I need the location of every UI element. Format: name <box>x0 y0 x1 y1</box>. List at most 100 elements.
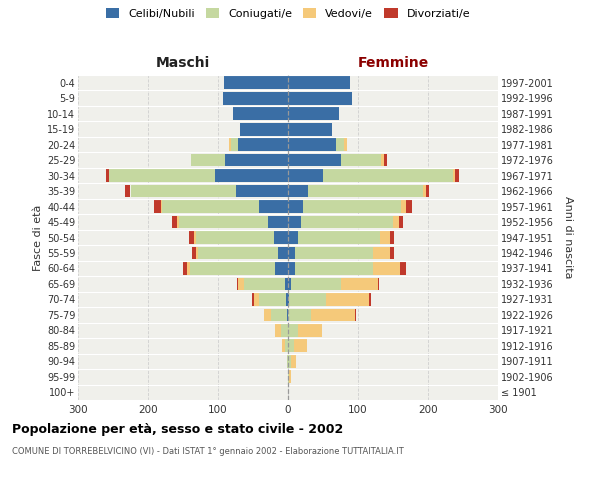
Bar <box>291 278 341 290</box>
Bar <box>341 154 381 166</box>
Bar <box>295 340 307 352</box>
Bar <box>288 340 295 352</box>
Bar <box>238 138 288 151</box>
Bar <box>225 154 288 166</box>
Bar <box>288 92 352 104</box>
Bar <box>172 216 178 228</box>
Bar <box>400 216 403 228</box>
Bar <box>190 262 275 275</box>
Bar <box>259 293 286 306</box>
Bar <box>369 293 371 306</box>
Bar <box>233 108 288 120</box>
Bar <box>335 138 344 151</box>
Bar <box>326 293 369 306</box>
Bar <box>196 246 198 260</box>
Bar <box>224 76 288 89</box>
Bar <box>298 324 322 336</box>
Bar <box>162 200 259 213</box>
Bar <box>178 216 179 228</box>
Bar <box>161 200 162 213</box>
Bar <box>288 184 308 198</box>
Bar <box>308 184 423 198</box>
Bar <box>401 200 406 213</box>
Bar <box>288 154 341 166</box>
Bar <box>288 216 301 228</box>
Bar <box>244 278 284 290</box>
Bar <box>288 169 323 182</box>
Bar <box>275 324 281 336</box>
Bar <box>341 278 377 290</box>
Bar <box>288 262 295 275</box>
Bar <box>154 200 161 213</box>
Bar <box>271 308 287 321</box>
Bar <box>283 340 284 352</box>
Y-axis label: Fasce di età: Fasce di età <box>32 204 43 270</box>
Bar <box>323 169 452 182</box>
Bar <box>288 278 291 290</box>
Bar <box>288 200 304 213</box>
Y-axis label: Anni di nascita: Anni di nascita <box>563 196 573 279</box>
Bar <box>390 231 394 244</box>
Bar <box>196 231 274 244</box>
Bar <box>287 355 288 368</box>
Bar <box>295 262 373 275</box>
Bar <box>215 169 288 182</box>
Bar <box>455 169 459 182</box>
Bar <box>288 138 335 151</box>
Bar <box>406 200 412 213</box>
Bar <box>194 231 196 244</box>
Bar <box>288 76 350 89</box>
Bar <box>237 278 238 290</box>
Bar <box>179 216 268 228</box>
Bar <box>380 231 390 244</box>
Bar <box>198 246 278 260</box>
Bar <box>268 216 288 228</box>
Bar <box>288 308 311 321</box>
Bar <box>304 200 401 213</box>
Bar <box>223 92 288 104</box>
Bar <box>278 246 288 260</box>
Bar <box>298 231 380 244</box>
Bar <box>423 184 426 198</box>
Bar <box>241 123 288 136</box>
Bar <box>311 308 355 321</box>
Bar <box>191 154 225 166</box>
Bar <box>384 154 388 166</box>
Bar <box>125 184 130 198</box>
Bar <box>289 293 326 306</box>
Text: Maschi: Maschi <box>156 56 210 70</box>
Bar <box>183 262 187 275</box>
Text: Femmine: Femmine <box>358 56 428 70</box>
Bar <box>109 169 215 182</box>
Bar <box>377 278 379 290</box>
Bar <box>381 154 384 166</box>
Bar <box>295 246 373 260</box>
Bar <box>400 262 406 275</box>
Bar <box>274 231 288 244</box>
Bar <box>288 370 289 383</box>
Bar <box>286 293 288 306</box>
Bar <box>259 200 288 213</box>
Bar <box>275 262 288 275</box>
Bar <box>230 138 238 151</box>
Bar <box>192 246 196 260</box>
Bar <box>373 262 400 275</box>
Bar <box>288 231 298 244</box>
Bar <box>229 138 230 151</box>
Bar <box>288 355 291 368</box>
Bar <box>426 184 430 198</box>
Bar <box>289 370 291 383</box>
Bar <box>287 308 288 321</box>
Bar <box>130 184 235 198</box>
Bar <box>288 293 289 306</box>
Bar <box>288 246 295 260</box>
Bar <box>252 293 254 306</box>
Bar <box>291 355 296 368</box>
Legend: Celibi/Nubili, Coniugati/e, Vedovi/e, Divorziati/e: Celibi/Nubili, Coniugati/e, Vedovi/e, Di… <box>106 8 470 19</box>
Bar <box>254 293 259 306</box>
Bar <box>284 340 288 352</box>
Bar <box>288 324 298 336</box>
Bar <box>281 324 288 336</box>
Bar <box>284 278 288 290</box>
Bar <box>106 169 109 182</box>
